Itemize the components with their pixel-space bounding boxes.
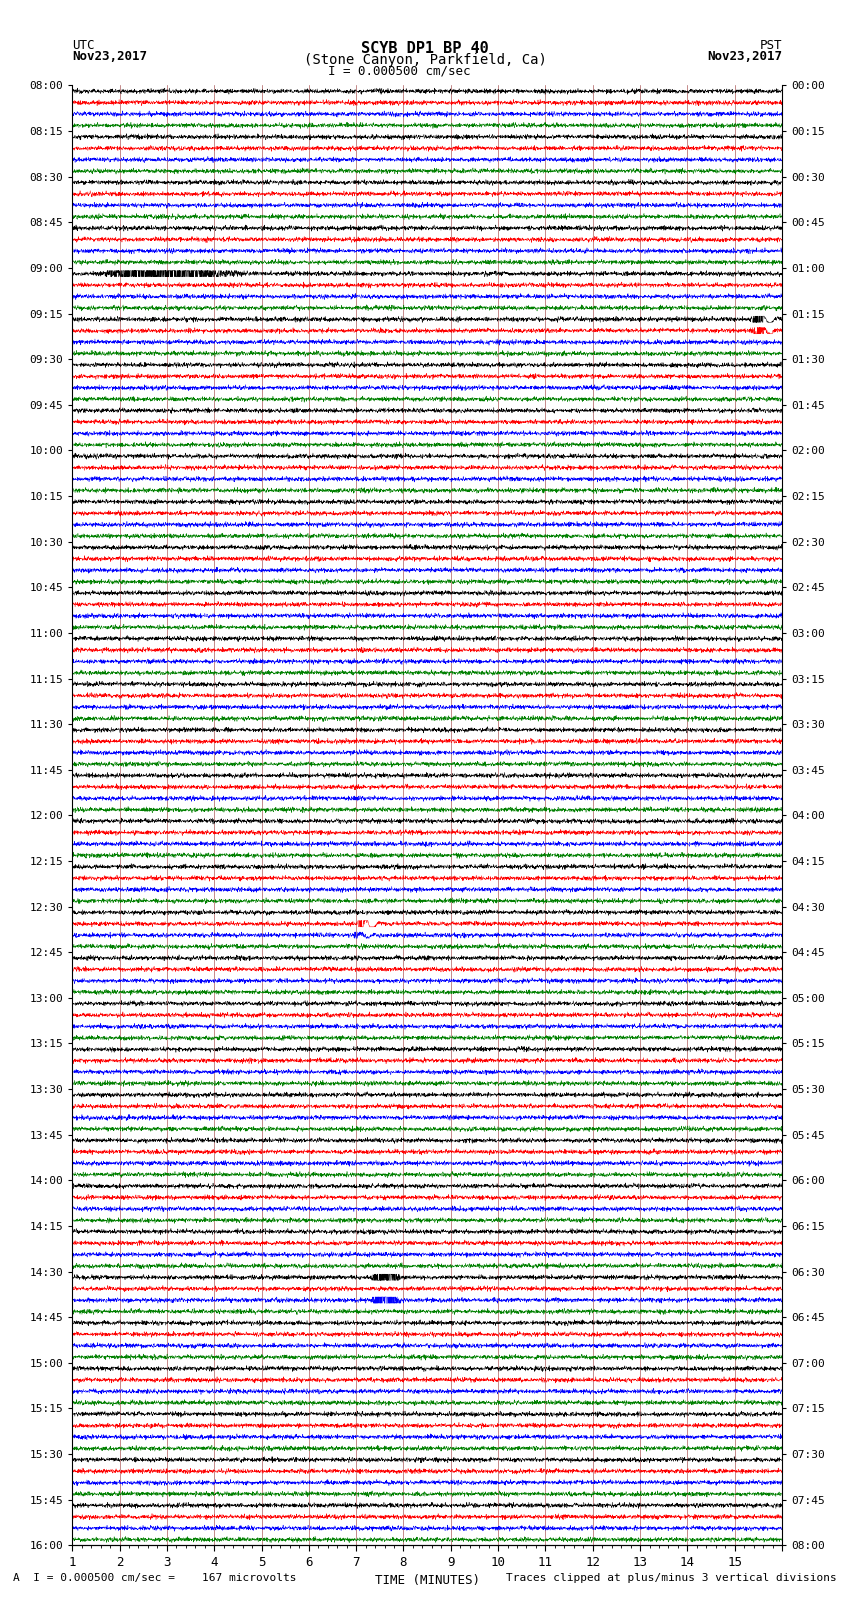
Text: PST: PST xyxy=(760,39,782,52)
Text: Nov23,2017: Nov23,2017 xyxy=(707,50,782,63)
Text: (Stone Canyon, Parkfield, Ca): (Stone Canyon, Parkfield, Ca) xyxy=(303,53,547,66)
Text: A  I = 0.000500 cm/sec =    167 microvolts: A I = 0.000500 cm/sec = 167 microvolts xyxy=(13,1573,297,1582)
Text: Traces clipped at plus/minus 3 vertical divisions: Traces clipped at plus/minus 3 vertical … xyxy=(507,1573,837,1582)
Text: SCYB DP1 BP 40: SCYB DP1 BP 40 xyxy=(361,40,489,56)
X-axis label: TIME (MINUTES): TIME (MINUTES) xyxy=(375,1574,479,1587)
Text: I = 0.000500 cm/sec: I = 0.000500 cm/sec xyxy=(328,65,471,77)
Text: UTC: UTC xyxy=(72,39,94,52)
Text: Nov23,2017: Nov23,2017 xyxy=(72,50,147,63)
